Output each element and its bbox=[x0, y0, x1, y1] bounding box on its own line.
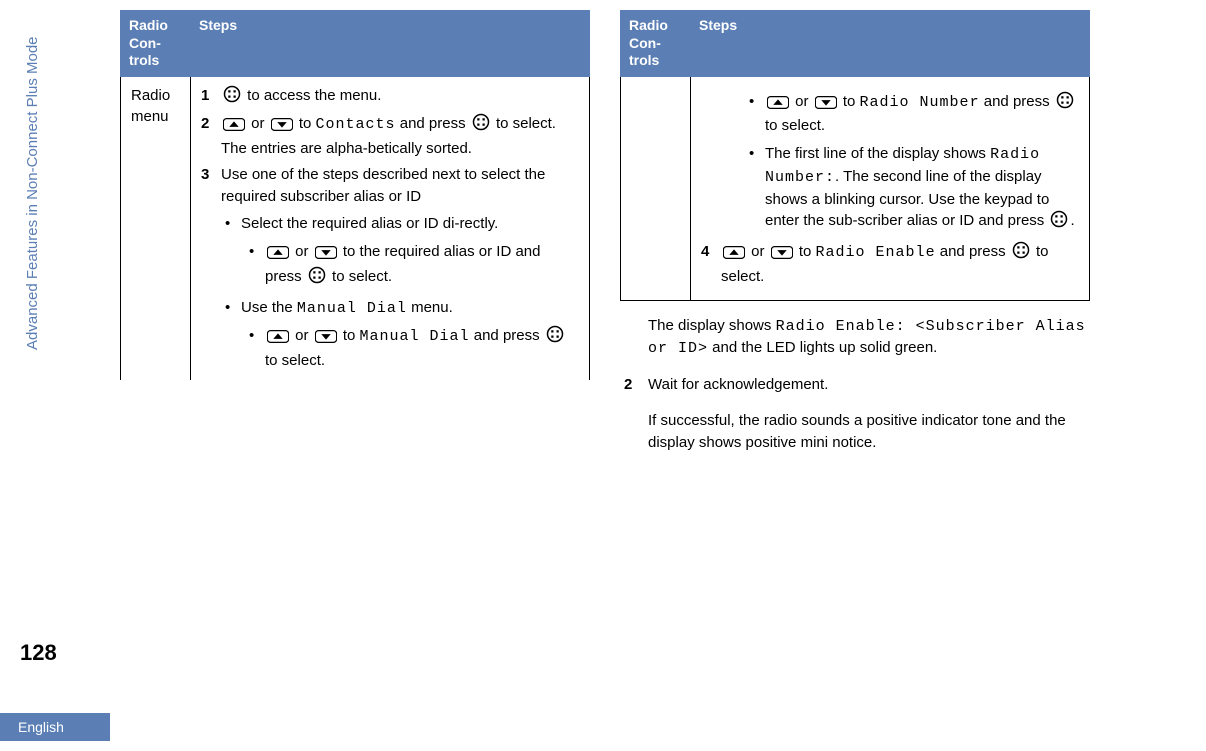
after-body: Wait for acknowledgement. If successful,… bbox=[648, 374, 1086, 453]
bullet-dot: • bbox=[225, 213, 241, 235]
page: Advanced Features in Non-Connect Plus Mo… bbox=[0, 0, 1206, 751]
step-body: or to Contacts and press to select. The … bbox=[221, 113, 579, 160]
step-text: to bbox=[295, 115, 316, 132]
bullet-text: The first line of the display shows Radi… bbox=[765, 143, 1079, 235]
bullet-dot: • bbox=[225, 297, 241, 320]
bullet-text: or to Radio Number and press to select. bbox=[765, 91, 1079, 138]
up-icon bbox=[223, 116, 245, 138]
ok-icon bbox=[1050, 210, 1068, 235]
right-th-steps: Steps bbox=[691, 11, 1090, 77]
step-body: Use one of the steps described next to s… bbox=[221, 164, 579, 208]
step-text: or bbox=[747, 243, 769, 260]
down-icon bbox=[771, 244, 793, 266]
step-text: or bbox=[291, 327, 313, 344]
bullet-text: Use the Manual Dial menu. bbox=[241, 297, 579, 320]
language-label: English bbox=[0, 713, 110, 741]
up-icon bbox=[767, 94, 789, 116]
step-number: 3 bbox=[201, 164, 221, 208]
down-icon bbox=[315, 244, 337, 266]
bullet-text: or to Manual Dial and press to select. bbox=[265, 325, 579, 372]
step-text: to select. bbox=[765, 117, 825, 134]
down-icon bbox=[271, 116, 293, 138]
after-text: Wait for acknowledgement. bbox=[648, 374, 1086, 396]
left-rail: Advanced Features in Non-Connect Plus Mo… bbox=[0, 0, 80, 751]
after-text: and the LED lights up solid green. bbox=[708, 339, 937, 356]
up-icon bbox=[723, 244, 745, 266]
up-icon bbox=[267, 244, 289, 266]
step-body: or to Radio Enable and press to select. bbox=[721, 241, 1079, 288]
step-text: The first line of the display shows bbox=[765, 145, 990, 162]
down-icon bbox=[315, 328, 337, 350]
step-text: or bbox=[247, 115, 269, 132]
up-icon bbox=[267, 328, 289, 350]
ok-icon bbox=[546, 325, 564, 350]
step-body: to access the menu. bbox=[221, 85, 579, 110]
right-steps-cell: • or to Radio Number and press to select… bbox=[691, 76, 1090, 300]
after-table-text: The display shows Radio Enable: <Subscri… bbox=[620, 315, 1090, 454]
after-number: 2 bbox=[624, 374, 648, 453]
ok-icon bbox=[223, 85, 241, 110]
step-number: 2 bbox=[201, 113, 221, 160]
ok-icon bbox=[1056, 91, 1074, 116]
after-text: If successful, the radio sounds a positi… bbox=[648, 410, 1086, 454]
mono-text: Manual Dial bbox=[360, 328, 470, 345]
content-columns: Radio Con- trols Steps Radio menu 1 to a… bbox=[80, 0, 1110, 751]
step-text: to bbox=[839, 93, 860, 110]
bullet-dot: • bbox=[749, 91, 765, 138]
step-text: menu. bbox=[407, 299, 453, 316]
step-text: and press bbox=[396, 115, 470, 132]
right-th-controls: Radio Con- trols bbox=[621, 11, 691, 77]
mono-text: Manual Dial bbox=[297, 300, 407, 317]
step-number: 4 bbox=[701, 241, 721, 288]
step-text: to select. bbox=[328, 268, 392, 285]
down-icon bbox=[815, 94, 837, 116]
mono-text: Contacts bbox=[316, 116, 396, 133]
bullet-dot: • bbox=[249, 241, 265, 291]
right-table: Radio Con- trols Steps • or to Radio Num… bbox=[620, 10, 1090, 301]
step-text: to bbox=[795, 243, 816, 260]
step-text: and press bbox=[980, 93, 1054, 110]
after-text: The display shows bbox=[648, 317, 776, 334]
ok-icon bbox=[1012, 241, 1030, 266]
step-text: or bbox=[291, 243, 313, 260]
bullet-text: or to the required alias or ID and press… bbox=[265, 241, 579, 291]
page-number: 128 bbox=[20, 640, 57, 666]
left-th-controls: Radio Con- trols bbox=[121, 11, 191, 77]
mono-text: Radio Number bbox=[860, 94, 980, 111]
right-column: Radio Con- trols Steps • or to Radio Num… bbox=[620, 10, 1090, 741]
ok-icon bbox=[308, 266, 326, 291]
left-column: Radio Con- trols Steps Radio menu 1 to a… bbox=[120, 10, 590, 741]
step-text: to access the menu. bbox=[243, 87, 381, 104]
left-ctrl-cell: Radio menu bbox=[121, 76, 191, 380]
ok-icon bbox=[472, 113, 490, 138]
step-text: to bbox=[339, 327, 360, 344]
left-steps-cell: 1 to access the menu. 2 or to Contacts a… bbox=[191, 76, 590, 380]
left-table: Radio Con- trols Steps Radio menu 1 to a… bbox=[120, 10, 590, 380]
step-text: or bbox=[791, 93, 813, 110]
right-ctrl-cell bbox=[621, 76, 691, 300]
step-text: . bbox=[1070, 212, 1074, 229]
step-text: and press bbox=[936, 243, 1010, 260]
left-th-steps: Steps bbox=[191, 11, 590, 77]
bullet-dot: • bbox=[749, 143, 765, 235]
step-text: Use the bbox=[241, 299, 297, 316]
step-number: 1 bbox=[201, 85, 221, 110]
step-text: to select. bbox=[265, 352, 325, 369]
step-text: and press bbox=[470, 327, 544, 344]
section-title: Advanced Features in Non-Connect Plus Mo… bbox=[24, 36, 41, 350]
bullet-dot: • bbox=[249, 325, 265, 372]
bullet-text: Select the required alias or ID di-rectl… bbox=[241, 213, 579, 235]
mono-text: Radio Enable bbox=[816, 244, 936, 261]
